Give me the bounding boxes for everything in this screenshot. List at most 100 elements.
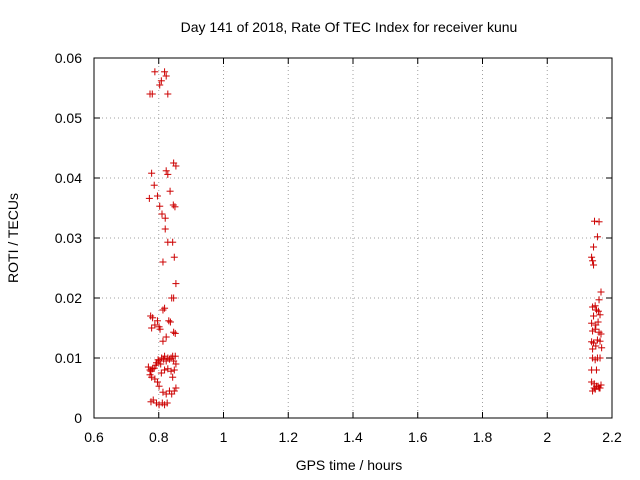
data-point	[593, 233, 601, 241]
data-point	[597, 381, 605, 389]
data-point	[161, 366, 169, 374]
x-tick-label: 2.2	[602, 429, 622, 445]
data-point	[592, 342, 600, 350]
data-point	[172, 280, 180, 288]
data-point	[594, 307, 602, 315]
data-point	[162, 357, 170, 365]
data-point	[169, 238, 177, 246]
data-point	[170, 387, 178, 395]
data-point	[156, 325, 164, 333]
x-tick-label: 1.6	[408, 429, 428, 445]
y-tick-label: 0.01	[55, 350, 82, 366]
data-point	[153, 317, 161, 325]
data-point	[590, 243, 598, 251]
data-point	[171, 352, 179, 360]
data-point	[149, 365, 157, 373]
data-point	[151, 321, 159, 329]
data-point	[591, 385, 599, 393]
data-point	[171, 329, 179, 337]
data-point	[159, 388, 167, 396]
data-point	[150, 364, 158, 372]
y-axis-label: ROTI / TECUs	[5, 193, 21, 283]
y-tick-labels: 0 0.01 0.02 0.03 0.04 0.05 0.06	[55, 50, 82, 426]
x-tick-label: 1.8	[473, 429, 493, 445]
data-point	[155, 382, 163, 390]
data-point	[156, 81, 164, 89]
chart-title: Day 141 of 2018, Rate Of TEC Index for r…	[181, 19, 518, 35]
y-tick-label: 0.03	[55, 230, 82, 246]
data-point	[157, 360, 165, 368]
data-point	[159, 306, 167, 314]
data-point	[172, 384, 180, 392]
data-point	[145, 194, 153, 202]
data-point	[148, 169, 156, 177]
data-point	[592, 366, 600, 374]
data-point	[597, 330, 605, 338]
axis-ticks	[93, 57, 613, 419]
data-point	[149, 396, 157, 404]
data-point	[156, 202, 164, 210]
data-point	[172, 162, 180, 170]
data-points	[144, 68, 606, 409]
data-point	[590, 261, 598, 269]
data-point	[161, 352, 169, 360]
grid-lines	[94, 58, 612, 418]
data-point	[151, 68, 159, 76]
data-point	[161, 304, 169, 312]
y-tick-label: 0	[74, 410, 82, 426]
data-point	[589, 257, 597, 265]
data-point	[153, 192, 161, 200]
data-point	[149, 314, 157, 322]
x-tick-label: 1.2	[279, 429, 299, 445]
data-point	[590, 384, 598, 392]
data-point	[170, 328, 178, 336]
data-point	[162, 333, 170, 341]
data-point	[157, 77, 165, 85]
data-point	[161, 214, 169, 222]
data-point	[170, 253, 178, 261]
data-point	[598, 344, 606, 352]
data-point	[591, 217, 599, 225]
y-tick-label: 0.06	[55, 50, 82, 66]
data-point	[172, 360, 180, 368]
data-point	[163, 399, 171, 407]
y-tick-label: 0.05	[55, 110, 82, 126]
data-point	[591, 325, 599, 333]
data-point	[588, 319, 596, 327]
data-point	[165, 355, 173, 363]
data-point	[169, 373, 177, 381]
data-point	[167, 367, 175, 375]
data-point	[148, 373, 156, 381]
x-tick-labels: 0.6 0.8 1 1.2 1.4 1.6 1.8 2 2.2	[84, 429, 622, 445]
data-point	[153, 378, 161, 386]
data-point	[595, 218, 603, 226]
x-tick-label: 1	[220, 429, 228, 445]
data-point	[159, 337, 167, 345]
data-point	[161, 68, 169, 76]
data-point	[166, 187, 174, 195]
x-tick-label: 0.6	[84, 429, 104, 445]
data-point	[161, 225, 169, 233]
data-point	[166, 318, 174, 326]
data-point	[164, 90, 172, 98]
data-point	[154, 356, 162, 364]
x-tick-label: 1.4	[343, 429, 363, 445]
x-tick-label: 2	[543, 429, 551, 445]
data-point	[150, 181, 158, 189]
data-point	[144, 363, 152, 371]
data-point	[148, 90, 156, 98]
data-point	[588, 253, 596, 261]
data-point	[162, 167, 170, 175]
data-point	[596, 354, 604, 362]
data-point	[159, 258, 167, 266]
data-point	[597, 288, 605, 296]
data-point	[171, 203, 179, 211]
data-point	[596, 337, 604, 345]
data-point	[589, 303, 597, 311]
data-point	[595, 296, 603, 304]
x-axis-label: GPS time / hours	[296, 457, 403, 473]
data-point	[589, 345, 597, 353]
x-tick-label: 0.8	[149, 429, 169, 445]
